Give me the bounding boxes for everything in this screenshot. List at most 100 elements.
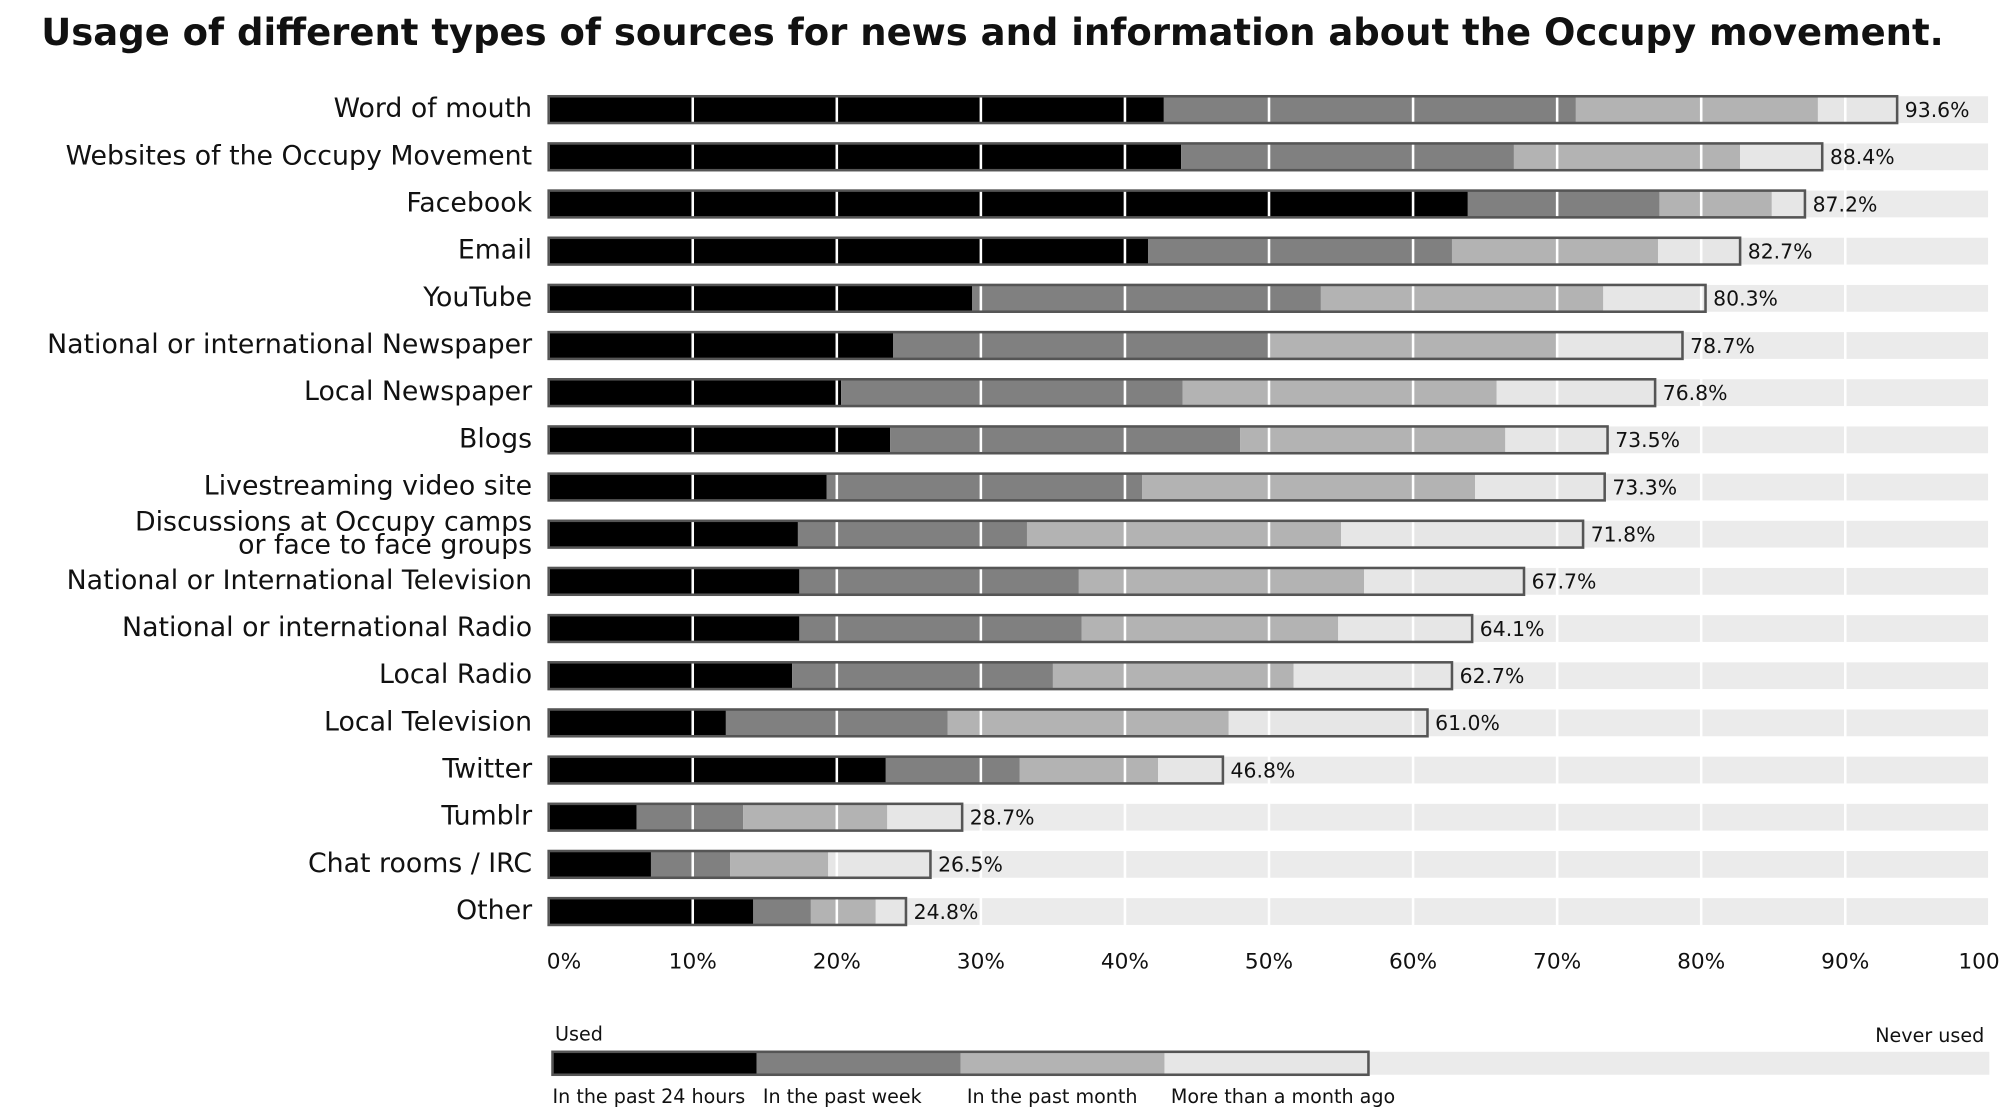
- value-label: 76.8%: [1663, 381, 1728, 405]
- category-label: Livestreaming video site: [204, 471, 532, 502]
- category-label: Local Newspaper: [304, 376, 532, 407]
- total-outline: [547, 189, 1807, 219]
- total-outline: [547, 708, 1429, 738]
- bar-segment: [548, 567, 800, 595]
- bar-segment: [841, 379, 1183, 407]
- bar-segment: [548, 803, 637, 831]
- x-tick-label: 100%: [1958, 950, 2000, 975]
- total-outline: [547, 142, 1824, 172]
- value-label: 61.0%: [1435, 711, 1500, 735]
- value-label: 46.8%: [1231, 758, 1296, 782]
- value-label: 93.6%: [1905, 98, 1970, 122]
- bar-segment: [799, 615, 1082, 642]
- value-label: 80.3%: [1713, 287, 1778, 311]
- x-tick-label: 40%: [1101, 950, 1149, 975]
- bar-segment: [947, 709, 1229, 737]
- x-tick-label: 80%: [1677, 950, 1725, 975]
- bar-segment: [1163, 96, 1576, 124]
- bar-segment: [1142, 473, 1476, 501]
- bar-segment: [792, 662, 1053, 690]
- bar-segment: [1513, 143, 1741, 171]
- value-label: 62.7%: [1460, 664, 1525, 688]
- category-label: Other: [456, 895, 532, 926]
- bar-segment: [548, 898, 754, 925]
- total-outline: [547, 896, 908, 927]
- category-label: Websites of the Occupy Movement: [66, 140, 532, 171]
- legend-swatch: [756, 1051, 961, 1075]
- value-label: 24.8%: [914, 900, 979, 924]
- category-label: National or International Television: [67, 565, 532, 596]
- bar-segment: [548, 520, 798, 548]
- bar-segment: [1467, 190, 1660, 218]
- bar-segment: [1817, 96, 1898, 124]
- x-tick-label: 90%: [1821, 950, 1869, 975]
- value-label: 28.7%: [970, 805, 1035, 829]
- bar-segment: [1657, 237, 1741, 265]
- legend-swatch: [1164, 1051, 1369, 1075]
- bar-segment: [1019, 756, 1159, 784]
- bar-segment: [810, 898, 876, 925]
- category-label: Chat rooms / IRC: [308, 848, 532, 879]
- bar-segment: [548, 332, 893, 359]
- bar-segment: [548, 190, 1468, 218]
- category-label: National or international Radio: [122, 612, 532, 643]
- bar-segment: [548, 851, 651, 878]
- category-label: Facebook: [406, 187, 532, 218]
- x-tick-label: 70%: [1533, 950, 1581, 975]
- legend-never-used: Never used: [1875, 1024, 1984, 1047]
- bar-segment: [1081, 615, 1339, 642]
- category-label: Twitter: [441, 754, 532, 785]
- category-label: Word of mouth: [334, 93, 532, 124]
- x-tick-label: 0%: [547, 950, 581, 975]
- bar-segment: [548, 756, 886, 784]
- bar-segment: [548, 662, 793, 690]
- total-outline: [547, 755, 1225, 785]
- x-tick-label: 10%: [669, 950, 717, 975]
- category-label: National or international Newspaper: [47, 329, 532, 360]
- bar-segment: [887, 803, 963, 831]
- total-outline: [547, 661, 1454, 691]
- category-label: Local Television: [324, 706, 532, 737]
- bar-segment: [1338, 615, 1473, 642]
- value-label: 26.5%: [938, 853, 1003, 877]
- bar-segment: [1181, 143, 1514, 171]
- bar-segment: [1740, 143, 1823, 171]
- bar-segment: [1078, 567, 1365, 595]
- bar-segment: [1557, 332, 1683, 359]
- category-label: YouTube: [422, 282, 532, 313]
- bar-segment: [1158, 756, 1223, 784]
- total-outline: [547, 566, 1526, 597]
- total-outline: [547, 802, 964, 832]
- legend-label: In the past 24 hours: [553, 1085, 746, 1108]
- bar-segment: [548, 143, 1182, 171]
- total-outline: [547, 849, 932, 880]
- bar-segment: [548, 473, 827, 501]
- bar-segment: [650, 851, 731, 878]
- bar-segment: [1603, 284, 1706, 312]
- value-label: 71.8%: [1591, 522, 1656, 546]
- bar-segment: [743, 803, 888, 831]
- value-label: 73.5%: [1615, 428, 1680, 452]
- bar-segment: [548, 284, 973, 312]
- bar-segment: [548, 615, 800, 642]
- category-label: Email: [458, 235, 532, 266]
- bar-segment: [1320, 284, 1604, 312]
- total-outline: [547, 236, 1742, 266]
- value-label: 64.1%: [1480, 617, 1545, 641]
- bar-segment: [972, 284, 1321, 312]
- legend-used: Used: [555, 1023, 603, 1046]
- bar-segment: [1496, 379, 1656, 407]
- bar-segment: [892, 332, 1271, 359]
- bar-segment: [548, 709, 726, 737]
- legend-swatch: [552, 1051, 757, 1075]
- total-outline: [547, 613, 1474, 644]
- total-outline: [547, 519, 1585, 549]
- bar-segment: [1293, 662, 1452, 690]
- bar-segment: [1475, 473, 1605, 501]
- bar-segment: [548, 379, 842, 407]
- x-tick-label: 30%: [957, 950, 1005, 975]
- category-label: Discussions at Occupy camps or face to fa…: [135, 506, 532, 560]
- bar-segment: [1451, 237, 1658, 265]
- value-label: 73.3%: [1612, 475, 1677, 499]
- x-tick-label: 20%: [813, 950, 861, 975]
